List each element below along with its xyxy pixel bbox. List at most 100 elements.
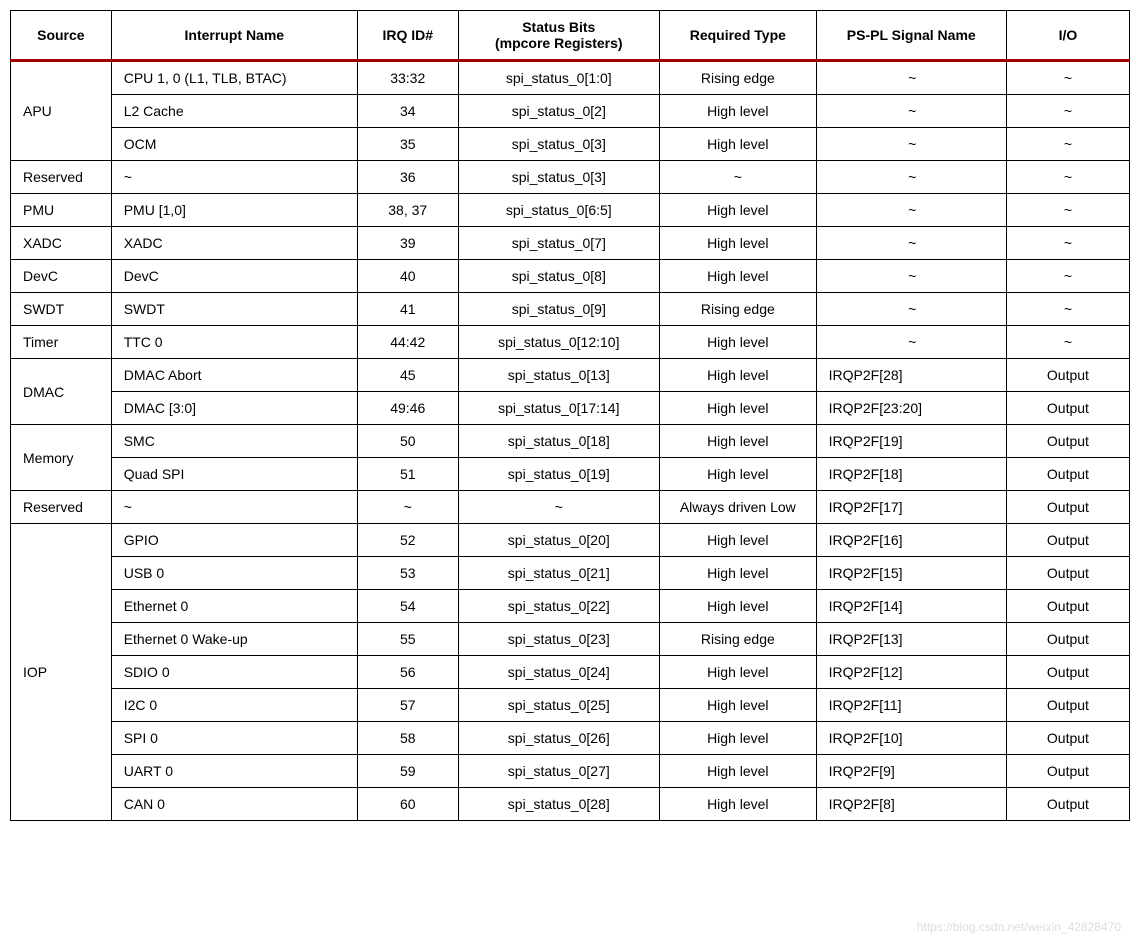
cell-required-type: High level <box>659 689 816 722</box>
cell-status-bits: spi_status_0[22] <box>458 590 659 623</box>
cell-signal-name: ~ <box>816 326 1006 359</box>
cell-status-bits: spi_status_0[20] <box>458 524 659 557</box>
cell-required-type: High level <box>659 95 816 128</box>
cell-status-bits: spi_status_0[8] <box>458 260 659 293</box>
table-row: DMAC [3:0]49:46spi_status_0[17:14]High l… <box>11 392 1130 425</box>
cell-source: Memory <box>11 425 112 491</box>
cell-irq-id: ~ <box>357 491 458 524</box>
cell-irq-id: 52 <box>357 524 458 557</box>
cell-irq-id: 50 <box>357 425 458 458</box>
cell-irq-id: 57 <box>357 689 458 722</box>
table-row: MemorySMC50spi_status_0[18]High levelIRQ… <box>11 425 1130 458</box>
cell-signal-name: IRQP2F[9] <box>816 755 1006 788</box>
cell-status-bits: spi_status_0[28] <box>458 788 659 821</box>
table-row: L2 Cache34spi_status_0[2]High level~~ <box>11 95 1130 128</box>
cell-interrupt-name: L2 Cache <box>111 95 357 128</box>
cell-irq-id: 44:42 <box>357 326 458 359</box>
cell-io: Output <box>1006 623 1129 656</box>
cell-status-bits: spi_status_0[23] <box>458 623 659 656</box>
cell-required-type: High level <box>659 590 816 623</box>
cell-io: Output <box>1006 458 1129 491</box>
cell-required-type: High level <box>659 656 816 689</box>
cell-irq-id: 60 <box>357 788 458 821</box>
cell-io: ~ <box>1006 128 1129 161</box>
cell-signal-name: IRQP2F[23:20] <box>816 392 1006 425</box>
cell-io: Output <box>1006 425 1129 458</box>
cell-interrupt-name: DMAC Abort <box>111 359 357 392</box>
cell-signal-name: IRQP2F[12] <box>816 656 1006 689</box>
cell-source: Reserved <box>11 491 112 524</box>
table-row: USB 053spi_status_0[21]High levelIRQP2F[… <box>11 557 1130 590</box>
cell-signal-name: ~ <box>816 227 1006 260</box>
watermark-text: https://blog.csdn.net/weixin_42828470 <box>917 920 1121 934</box>
cell-interrupt-name: SPI 0 <box>111 722 357 755</box>
table-header-row: Source Interrupt Name IRQ ID# Status Bit… <box>11 11 1130 61</box>
cell-status-bits: spi_status_0[17:14] <box>458 392 659 425</box>
cell-status-bits: spi_status_0[1:0] <box>458 61 659 95</box>
table-row: OCM35spi_status_0[3]High level~~ <box>11 128 1130 161</box>
cell-source: XADC <box>11 227 112 260</box>
interrupt-table: Source Interrupt Name IRQ ID# Status Bit… <box>10 10 1130 821</box>
cell-io: Output <box>1006 656 1129 689</box>
cell-required-type: Always driven Low <box>659 491 816 524</box>
cell-interrupt-name: SWDT <box>111 293 357 326</box>
cell-status-bits: spi_status_0[18] <box>458 425 659 458</box>
table-row: CAN 060spi_status_0[28]High levelIRQP2F[… <box>11 788 1130 821</box>
cell-io: Output <box>1006 755 1129 788</box>
cell-signal-name: ~ <box>816 61 1006 95</box>
table-body: APUCPU 1, 0 (L1, TLB, BTAC)33:32spi_stat… <box>11 61 1130 821</box>
cell-status-bits: spi_status_0[19] <box>458 458 659 491</box>
header-source: Source <box>11 11 112 61</box>
cell-required-type: Rising edge <box>659 293 816 326</box>
cell-io: Output <box>1006 392 1129 425</box>
cell-io: ~ <box>1006 194 1129 227</box>
cell-irq-id: 39 <box>357 227 458 260</box>
table-row: Ethernet 0 Wake-up55spi_status_0[23]Risi… <box>11 623 1130 656</box>
cell-source: IOP <box>11 524 112 821</box>
cell-signal-name: IRQP2F[13] <box>816 623 1006 656</box>
table-row: Reserved~36spi_status_0[3]~~~ <box>11 161 1130 194</box>
cell-required-type: High level <box>659 128 816 161</box>
cell-irq-id: 55 <box>357 623 458 656</box>
header-status-bits: Status Bits(mpcore Registers) <box>458 11 659 61</box>
cell-signal-name: IRQP2F[17] <box>816 491 1006 524</box>
cell-status-bits: spi_status_0[2] <box>458 95 659 128</box>
cell-status-bits: spi_status_0[21] <box>458 557 659 590</box>
cell-io: Output <box>1006 557 1129 590</box>
cell-required-type: High level <box>659 326 816 359</box>
cell-signal-name: IRQP2F[10] <box>816 722 1006 755</box>
cell-irq-id: 40 <box>357 260 458 293</box>
cell-signal-name: IRQP2F[28] <box>816 359 1006 392</box>
cell-source: APU <box>11 61 112 161</box>
cell-interrupt-name: TTC 0 <box>111 326 357 359</box>
cell-required-type: High level <box>659 260 816 293</box>
cell-signal-name: ~ <box>816 161 1006 194</box>
header-required-type: Required Type <box>659 11 816 61</box>
cell-signal-name: IRQP2F[19] <box>816 425 1006 458</box>
cell-irq-id: 36 <box>357 161 458 194</box>
cell-interrupt-name: DMAC [3:0] <box>111 392 357 425</box>
cell-irq-id: 41 <box>357 293 458 326</box>
cell-signal-name: IRQP2F[8] <box>816 788 1006 821</box>
cell-interrupt-name: GPIO <box>111 524 357 557</box>
cell-interrupt-name: XADC <box>111 227 357 260</box>
header-signal-name: PS-PL Signal Name <box>816 11 1006 61</box>
cell-status-bits: spi_status_0[27] <box>458 755 659 788</box>
cell-status-bits: spi_status_0[7] <box>458 227 659 260</box>
cell-status-bits: spi_status_0[26] <box>458 722 659 755</box>
cell-interrupt-name: ~ <box>111 161 357 194</box>
cell-signal-name: ~ <box>816 293 1006 326</box>
cell-interrupt-name: USB 0 <box>111 557 357 590</box>
cell-source: DevC <box>11 260 112 293</box>
cell-interrupt-name: Quad SPI <box>111 458 357 491</box>
cell-signal-name: IRQP2F[16] <box>816 524 1006 557</box>
table-row: Quad SPI51spi_status_0[19]High levelIRQP… <box>11 458 1130 491</box>
table-row: SWDTSWDT41spi_status_0[9]Rising edge~~ <box>11 293 1130 326</box>
cell-required-type: Rising edge <box>659 623 816 656</box>
cell-interrupt-name: SDIO 0 <box>111 656 357 689</box>
cell-interrupt-name: Ethernet 0 <box>111 590 357 623</box>
table-row: PMUPMU [1,0]38, 37spi_status_0[6:5]High … <box>11 194 1130 227</box>
cell-signal-name: IRQP2F[11] <box>816 689 1006 722</box>
table-row: XADCXADC39spi_status_0[7]High level~~ <box>11 227 1130 260</box>
cell-source: Reserved <box>11 161 112 194</box>
